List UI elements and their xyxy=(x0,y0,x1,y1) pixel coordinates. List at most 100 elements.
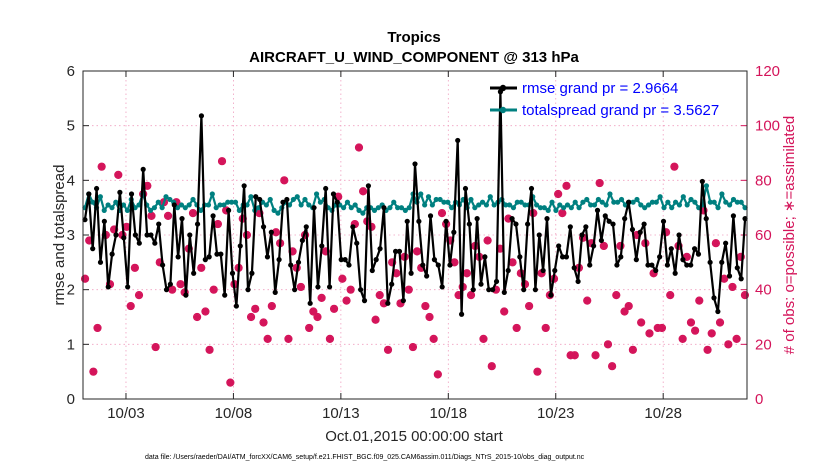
obs-assimilated-marker xyxy=(93,324,102,332)
rmse-point xyxy=(567,224,573,230)
spread-point xyxy=(665,199,671,205)
obs-assimilated-marker xyxy=(317,294,326,302)
obs-assimilated-marker xyxy=(288,247,297,256)
legend: rmse grand pr = 2.9664 totalspread grand… xyxy=(490,80,719,119)
rmse-point xyxy=(521,287,527,293)
rmse-point xyxy=(517,254,523,260)
spread-point xyxy=(638,202,644,208)
spread-point xyxy=(229,199,235,205)
spread-point xyxy=(433,196,439,203)
rmse-point xyxy=(571,265,577,271)
x-tick-label: 10/13 xyxy=(322,405,360,422)
y-right-tick-label: 120 xyxy=(755,63,780,80)
obs-assimilated-marker xyxy=(541,324,550,332)
obs-assimilated-marker xyxy=(720,274,728,283)
spread-point xyxy=(615,199,621,205)
spread-point xyxy=(391,199,397,205)
rmse-point xyxy=(253,194,259,200)
obs-assimilated-marker xyxy=(678,335,687,343)
x-axis-label: Oct.01,2015 00:00:00 start xyxy=(325,428,503,445)
spread-point xyxy=(584,196,590,203)
spread-point xyxy=(271,207,277,213)
rmse-point xyxy=(466,221,472,227)
rmse-point xyxy=(198,113,205,119)
spread-point xyxy=(167,196,173,203)
rmse-point xyxy=(295,259,302,265)
obs-assimilated-marker xyxy=(487,362,496,370)
spread-point xyxy=(618,196,625,203)
rmse-point xyxy=(625,199,632,205)
spread-point xyxy=(707,199,713,205)
spread-point xyxy=(541,205,547,211)
obs-assimilated-marker xyxy=(707,329,716,338)
spread-point xyxy=(561,205,567,211)
spread-point xyxy=(198,207,204,213)
obs-assimilated-marker xyxy=(724,340,733,349)
obs-assimilated-marker xyxy=(85,236,94,245)
y-axis-right-label: # of obs: o=possible; ∗=assimilated xyxy=(781,116,798,355)
rmse-point xyxy=(268,229,274,235)
obs-assimilated-marker xyxy=(375,291,384,299)
obs-assimilated-marker xyxy=(176,280,185,288)
rmse-point xyxy=(509,216,515,222)
obs-assimilated-marker xyxy=(612,291,621,299)
rmse-point xyxy=(82,217,88,223)
spread-point xyxy=(348,205,354,211)
rmse-point xyxy=(400,298,406,304)
spread-point xyxy=(159,205,165,211)
rmse-point xyxy=(128,191,135,197)
spread-point xyxy=(306,202,312,208)
y-right-tick-label: 100 xyxy=(755,118,780,135)
obs-assimilated-marker xyxy=(214,220,222,228)
obs-assimilated-marker xyxy=(450,258,459,267)
spread-point xyxy=(661,205,667,211)
rmse-point xyxy=(688,262,694,268)
obs-assimilated-marker xyxy=(313,313,322,321)
spread-point xyxy=(518,199,524,205)
x-tick-label: 10/08 xyxy=(215,405,253,422)
legend-rmse-marker xyxy=(499,84,507,92)
rmse-point xyxy=(191,270,197,276)
spread-point xyxy=(630,199,636,205)
rmse-point xyxy=(377,246,383,252)
spread-point xyxy=(97,194,103,200)
rmse-point xyxy=(699,178,705,185)
spread-point xyxy=(387,205,393,211)
obs-assimilated-marker xyxy=(409,343,417,351)
spread-point xyxy=(267,196,273,203)
obs-assimilated-marker xyxy=(438,209,446,217)
spread-point xyxy=(611,199,617,205)
rmse-point xyxy=(113,232,119,238)
rmse-point xyxy=(614,262,620,268)
rmse-point xyxy=(711,295,717,301)
obs-assimilated-marker xyxy=(616,242,625,250)
spread-point xyxy=(653,199,659,205)
rmse-series xyxy=(82,89,748,317)
rmse-point xyxy=(501,289,507,295)
spread-point xyxy=(588,202,594,208)
spread-point xyxy=(120,202,127,208)
obs-assimilated-marker xyxy=(566,351,575,360)
obs-assimilated-marker xyxy=(284,335,293,343)
rmse-point xyxy=(175,254,181,260)
obs-assimilated-marker xyxy=(255,209,264,217)
spread-point xyxy=(205,202,212,208)
spread-point xyxy=(534,202,540,208)
rmse-point xyxy=(284,196,290,203)
rmse-point xyxy=(583,224,589,230)
rmse-point xyxy=(443,218,449,224)
spread-point xyxy=(418,191,424,197)
obs-assimilated-marker xyxy=(135,291,143,299)
obs-assimilated-marker xyxy=(309,307,318,316)
obs-assimilated-marker xyxy=(653,324,662,332)
obs-assimilated-marker xyxy=(305,324,313,332)
obs-assimilated-marker xyxy=(355,143,363,152)
obs-assimilated-marker xyxy=(297,283,305,291)
chart-title: Tropics xyxy=(387,29,440,46)
rmse-point xyxy=(427,213,434,219)
rmse-point xyxy=(490,287,496,293)
obs-assimilated-marker xyxy=(562,182,571,190)
obs-assimilated-marker xyxy=(330,305,338,313)
rmse-point xyxy=(117,189,123,195)
